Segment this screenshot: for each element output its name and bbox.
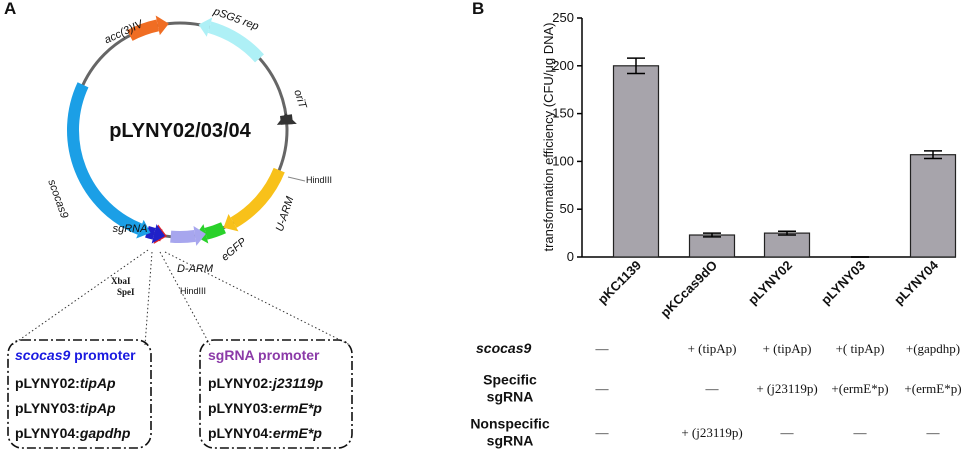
box-line: pLYNY03:ermE*p bbox=[208, 400, 322, 416]
box-title: scocas9 promoter bbox=[15, 347, 136, 363]
line-part: ermE*p bbox=[273, 400, 322, 416]
promoter-box bbox=[199, 339, 353, 449]
line-part: pLYNY03: bbox=[208, 400, 273, 416]
feature-arrowhead bbox=[276, 113, 297, 125]
box-line: pLYNY02:j23119p bbox=[208, 375, 324, 391]
x-tick-label: pLYNY02 bbox=[745, 258, 795, 308]
error-bar bbox=[703, 232, 721, 238]
site-tick bbox=[287, 176, 306, 182]
feature-arc bbox=[170, 229, 196, 243]
panel-label: A bbox=[4, 0, 16, 18]
feature-arc bbox=[126, 19, 160, 41]
box-line: pLYNY04:gapdhp bbox=[15, 425, 131, 441]
table-cell: — bbox=[926, 425, 941, 440]
feature-label: eGFP bbox=[219, 235, 249, 263]
box-title: sgRNA promoter bbox=[208, 347, 320, 363]
x-tick-label: pLYNY03 bbox=[818, 258, 868, 308]
row-header: Specific bbox=[483, 372, 537, 388]
feature-label: scocas9 bbox=[45, 178, 70, 220]
feature-arrowhead bbox=[151, 224, 166, 244]
box-line: pLYNY04:ermE*p bbox=[208, 425, 322, 441]
table-cell: +(gapdhp) bbox=[906, 341, 960, 356]
feature-arrowhead bbox=[155, 15, 169, 36]
row-header: sgRNA bbox=[487, 433, 534, 449]
feature-arrowhead bbox=[223, 214, 239, 232]
table-cell: + (tipAp) bbox=[688, 341, 737, 356]
row-header: sgRNA bbox=[487, 389, 534, 405]
y-tick-label: 200 bbox=[552, 58, 574, 73]
row-header: scocas9 bbox=[476, 340, 531, 356]
plasmid-name: pLYNY02/03/04 bbox=[109, 120, 251, 142]
feature-label: U-ARM bbox=[274, 194, 297, 233]
line-part: pLYNY02: bbox=[208, 375, 273, 391]
line-part: tipAp bbox=[80, 400, 116, 416]
feature-arc bbox=[204, 222, 226, 240]
table-cell: — bbox=[595, 425, 610, 440]
restriction-site: HindIII bbox=[180, 286, 206, 296]
restriction-site: XbaI bbox=[111, 276, 131, 286]
feature-arc bbox=[230, 167, 285, 228]
error-bar bbox=[778, 230, 796, 236]
feature-label: D-ARM bbox=[177, 263, 214, 275]
table-cell: +(ermE*p) bbox=[904, 381, 961, 396]
feature-arc bbox=[207, 21, 264, 63]
table-cell: + (j23119p) bbox=[756, 381, 817, 396]
bar bbox=[763, 232, 811, 258]
feature-arrowhead bbox=[193, 226, 206, 246]
table-cell: + (j23119p) bbox=[681, 425, 742, 440]
box-line: pLYNY03:tipAp bbox=[15, 400, 116, 416]
table-cell: — bbox=[705, 381, 720, 396]
line-part: pLYNY02: bbox=[15, 375, 80, 391]
x-tick-label: pKC1139 bbox=[595, 258, 644, 307]
line-part: pLYNY03: bbox=[15, 400, 80, 416]
error-bar bbox=[924, 150, 942, 160]
feature-arc bbox=[67, 82, 143, 235]
y-tick-label: 250 bbox=[552, 10, 574, 25]
x-tick-label: pLYNY04 bbox=[891, 257, 942, 308]
table-cell: +( tipAp) bbox=[836, 341, 885, 356]
line-part: tipAp bbox=[80, 375, 116, 391]
table-cell: — bbox=[853, 425, 868, 440]
table-cell: — bbox=[595, 341, 610, 356]
title-part: sgRNA promoter bbox=[208, 347, 320, 363]
table-cell: +(ermE*p) bbox=[831, 381, 888, 396]
table-cell: — bbox=[595, 381, 610, 396]
table-cell: + (tipAp) bbox=[763, 341, 812, 356]
row-header: Nonspecific bbox=[470, 416, 550, 432]
restriction-site: HindIII bbox=[306, 175, 332, 185]
line-part: pLYNY04: bbox=[208, 425, 273, 441]
y-tick-label: 50 bbox=[560, 201, 574, 216]
line-part: ermE*p bbox=[273, 425, 322, 441]
restriction-site: SpeI bbox=[117, 287, 135, 297]
bar bbox=[909, 154, 957, 258]
line-part: j23119p bbox=[271, 375, 324, 391]
panel-label: B bbox=[472, 0, 484, 18]
bar bbox=[688, 234, 736, 258]
title-part: promoter bbox=[70, 347, 136, 363]
y-axis-label: transformation efficiency (CFU/μg DNA) bbox=[541, 22, 556, 251]
error-bar bbox=[627, 57, 645, 75]
box-line: pLYNY02:tipAp bbox=[15, 375, 116, 391]
table-cell: — bbox=[780, 425, 795, 440]
x-tick-label: pKCcas9dO bbox=[657, 258, 720, 321]
line-part: pLYNY04: bbox=[15, 425, 80, 441]
promoter-box bbox=[7, 339, 152, 449]
feature-arrowhead bbox=[198, 17, 213, 37]
bar bbox=[612, 65, 660, 258]
y-tick-label: 150 bbox=[552, 106, 574, 121]
feature-arrowhead bbox=[136, 219, 151, 239]
feature-label: oriT bbox=[291, 88, 309, 111]
connectors bbox=[11, 249, 351, 346]
y-tick-label: 0 bbox=[567, 249, 574, 264]
line-part: gapdhp bbox=[79, 425, 131, 441]
title-part: scocas9 bbox=[15, 347, 70, 363]
y-tick-label: 100 bbox=[552, 153, 574, 168]
feature-label: sgRNA bbox=[113, 223, 148, 235]
